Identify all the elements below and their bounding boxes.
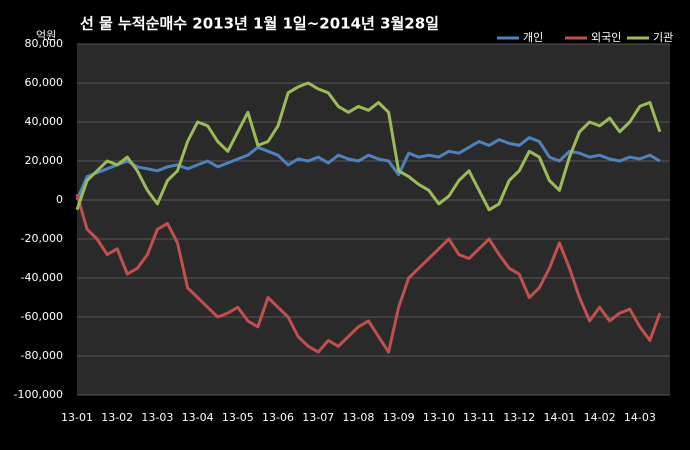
series-line (75, 193, 662, 354)
x-tick-label: 13-06 (262, 411, 294, 424)
y-unit: 억원 (36, 29, 56, 42)
x-tick-label: 13-04 (182, 411, 214, 424)
x-tick-label: 13-02 (101, 411, 133, 424)
x-tick-label: 13-10 (423, 411, 455, 424)
y-tick-label: 40,000 (25, 115, 64, 128)
series-line (75, 81, 662, 212)
y-tick-label: -20,000 (21, 232, 63, 245)
y-tick-label: -80,000 (21, 349, 63, 362)
x-tick-label: 13-08 (342, 411, 374, 424)
x-tick-label: 13-05 (222, 411, 254, 424)
x-tick-label: 13-03 (141, 411, 173, 424)
x-tick-label: 14-01 (543, 411, 575, 424)
x-tick-label: 13-07 (302, 411, 334, 424)
x-tick-label: 13-01 (61, 411, 93, 424)
series-line (75, 136, 661, 201)
legend-label: 개인 (523, 31, 543, 44)
y-tick-label: -100,000 (14, 388, 63, 401)
y-tick-label: -60,000 (21, 310, 63, 323)
x-tick-label: 13-11 (463, 411, 495, 424)
legend-label: 기관 (653, 31, 673, 44)
y-tick-label: 80,000 (25, 37, 64, 50)
chart-title: 선 물 누적순매수 2013년 1월 1일~2014년 3월28일 (80, 15, 439, 33)
legend-label: 외국인 (591, 31, 621, 44)
x-tick-label: 14-02 (584, 411, 616, 424)
y-tick-label: 20,000 (25, 154, 64, 167)
y-tick-label: 0 (56, 193, 63, 206)
y-tick-label: -40,000 (21, 271, 63, 284)
plot-area (77, 44, 670, 395)
x-tick-label: 13-09 (383, 411, 415, 424)
x-tick-label: 14-03 (624, 411, 656, 424)
y-tick-label: 60,000 (25, 76, 64, 89)
x-tick-label: 13-12 (503, 411, 535, 424)
